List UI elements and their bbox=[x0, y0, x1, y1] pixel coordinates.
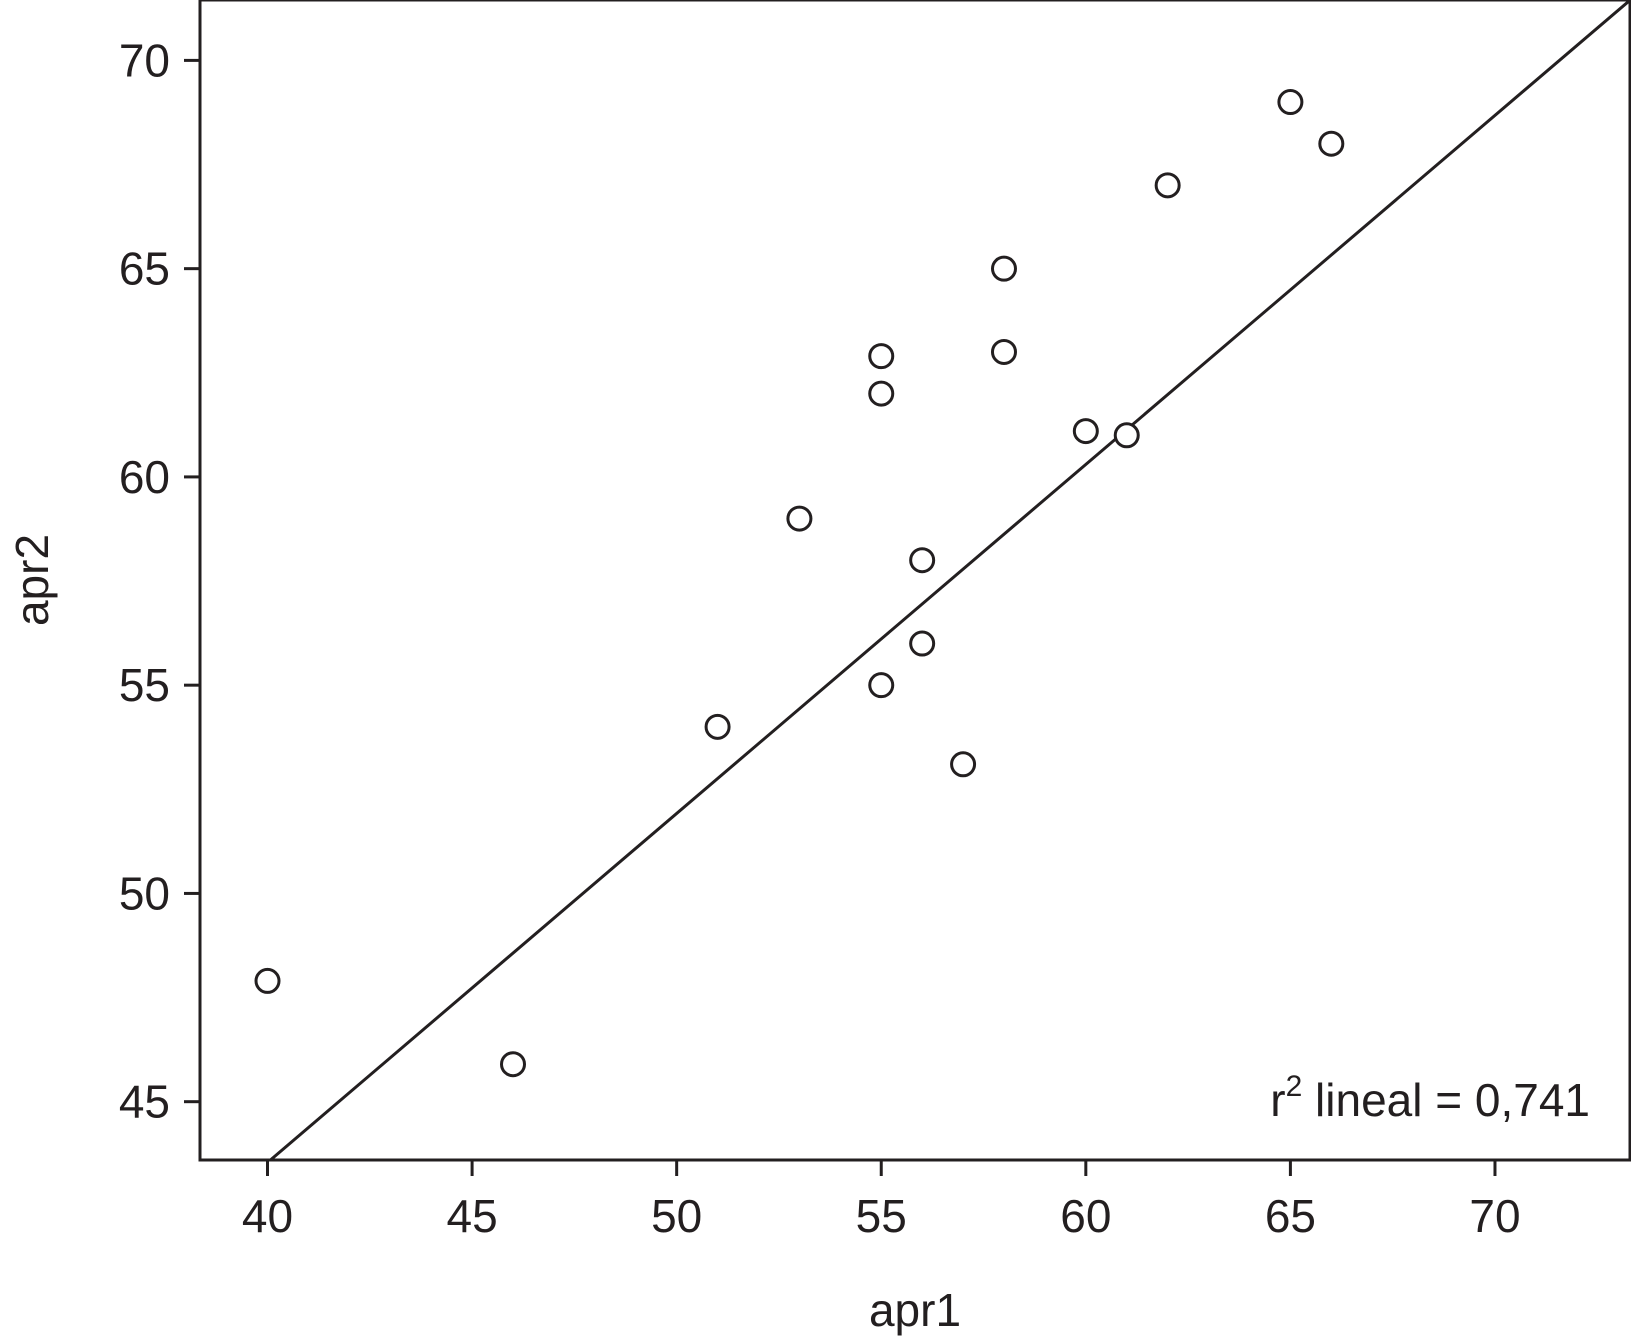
data-point bbox=[909, 630, 936, 657]
r-squared-text: lineal = 0,741 bbox=[1302, 1074, 1590, 1126]
x-tick-label: 55 bbox=[856, 1190, 907, 1242]
y-tick-label: 60 bbox=[119, 451, 170, 503]
r-squared-superscript: 2 bbox=[1286, 1070, 1303, 1103]
x-tick-label: 40 bbox=[242, 1190, 293, 1242]
x-tick-label: 60 bbox=[1060, 1190, 1111, 1242]
y-axis-label: apr2 bbox=[6, 534, 58, 626]
r-squared-base: r bbox=[1270, 1074, 1285, 1126]
x-axis-label: apr1 bbox=[869, 1284, 961, 1336]
data-point bbox=[990, 255, 1017, 282]
data-point bbox=[868, 343, 895, 370]
x-tick-label: 65 bbox=[1265, 1190, 1316, 1242]
data-point bbox=[704, 713, 731, 740]
data-point bbox=[1072, 418, 1099, 445]
y-tick-label: 70 bbox=[119, 34, 170, 86]
y-axis: 45 50 55 60 65 70 bbox=[119, 34, 200, 1128]
data-point bbox=[868, 672, 895, 699]
x-tick-label: 50 bbox=[651, 1190, 702, 1242]
data-point bbox=[909, 547, 936, 574]
data-point bbox=[990, 338, 1017, 365]
data-point bbox=[1318, 130, 1345, 157]
data-point bbox=[254, 967, 281, 994]
x-tick-label: 70 bbox=[1469, 1190, 1520, 1242]
x-axis: 40 45 50 55 60 65 70 bbox=[242, 1160, 1521, 1242]
data-points bbox=[254, 89, 1345, 1078]
data-point bbox=[950, 751, 977, 778]
y-tick-label: 55 bbox=[119, 659, 170, 711]
data-point bbox=[868, 380, 895, 407]
data-point bbox=[1277, 89, 1304, 116]
data-point bbox=[1113, 422, 1140, 449]
data-point bbox=[786, 505, 813, 532]
r-squared-annotation: r2 lineal = 0,741 bbox=[1270, 1070, 1590, 1126]
x-tick-label: 45 bbox=[447, 1190, 498, 1242]
y-tick-label: 50 bbox=[119, 867, 170, 919]
y-tick-label: 65 bbox=[119, 243, 170, 295]
y-tick-label: 45 bbox=[119, 1076, 170, 1128]
regression-line bbox=[269, 0, 1631, 1162]
plot-frame bbox=[198, 0, 1631, 1162]
data-point bbox=[500, 1051, 527, 1078]
data-point bbox=[1154, 172, 1181, 199]
